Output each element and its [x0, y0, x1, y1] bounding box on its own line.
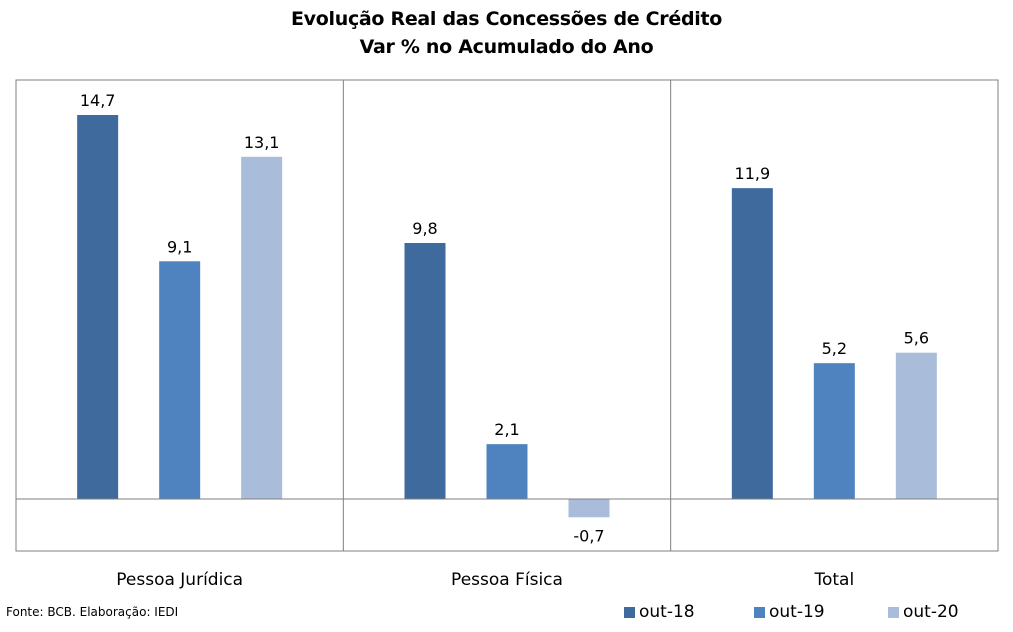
bar-out-19 [813, 363, 855, 499]
data-label: 11,9 [735, 164, 771, 183]
category-label: Pessoa Física [451, 570, 563, 590]
bar-out-20 [895, 352, 937, 499]
bar-out-19 [159, 261, 201, 499]
bar-out-20 [241, 156, 283, 500]
legend-swatch-out-18 [624, 606, 635, 618]
data-label: 5,6 [904, 329, 929, 348]
data-label: 9,8 [412, 219, 437, 238]
legend-swatch-out-20 [888, 606, 899, 618]
legend-label-out-18: out-18 [639, 602, 695, 622]
legend-item-out-20: out-20 [888, 602, 959, 622]
legend-item-out-18: out-18 [624, 602, 695, 622]
bar-out-19 [486, 444, 528, 499]
data-label: 13,1 [244, 133, 280, 152]
legend-label-out-20: out-20 [903, 602, 959, 622]
legend-swatch-out-19 [754, 606, 765, 618]
chart-title: Evolução Real das Concessões de Crédito [290, 8, 723, 30]
data-label: 14,7 [80, 91, 116, 110]
legend-item-out-19: out-19 [754, 602, 825, 622]
bar-out-18 [404, 243, 446, 499]
chart-subtitle: Var % no Acumulado do Ano [359, 36, 654, 58]
legend-label-out-19: out-19 [769, 602, 825, 622]
category-label: Pessoa Jurídica [116, 570, 243, 590]
data-label: 5,2 [822, 339, 847, 358]
plot-border [15, 79, 999, 552]
bar-out-20 [568, 499, 610, 518]
data-label: 2,1 [494, 420, 519, 439]
bar-out-18 [77, 115, 119, 499]
category-label: Total [813, 570, 854, 590]
data-label: 9,1 [167, 237, 192, 256]
source-note: Fonte: BCB. Elaboração: IEDI [6, 605, 179, 619]
data-label: -0,7 [573, 526, 604, 545]
bar-out-18 [731, 188, 773, 499]
